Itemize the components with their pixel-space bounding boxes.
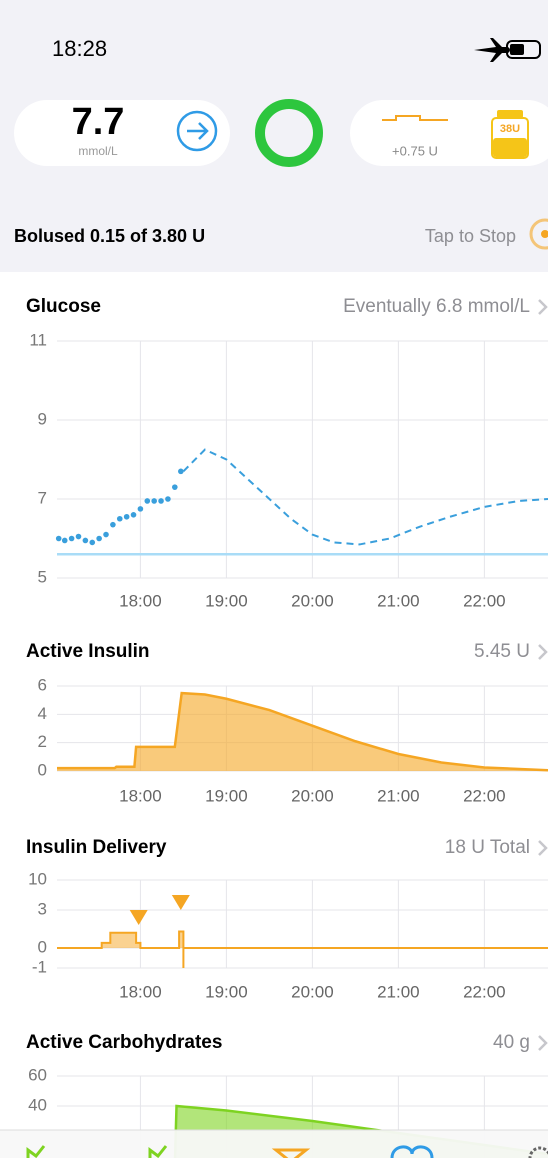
glucose-point <box>103 531 109 538</box>
y-tick-label: 60 <box>28 1065 47 1084</box>
chevron <box>538 299 548 315</box>
chart-summary: 18 U Total <box>445 837 530 858</box>
airplane-icon <box>474 38 510 62</box>
y-tick-label: 11 <box>29 330 47 349</box>
tab-carbs[interactable] <box>26 1145 46 1158</box>
y-tick-label: 40 <box>28 1095 47 1114</box>
glucose-point <box>178 468 184 475</box>
y-tick-label: 9 <box>38 409 47 428</box>
y-tick-label: 5 <box>38 567 47 586</box>
status-time: 18:28 <box>52 36 107 61</box>
glucose-point <box>144 498 151 504</box>
glucose-unit: mmol/L <box>78 144 118 158</box>
glucose-value: 7.7 <box>72 101 125 143</box>
x-tick-label: 21:00 <box>377 591 420 610</box>
y-tick-label: 2 <box>38 732 47 751</box>
x-tick-label: 18:00 <box>119 786 162 805</box>
glucose-point <box>75 533 82 540</box>
glucose-point <box>89 539 96 546</box>
tab-bolus[interactable] <box>271 1148 311 1158</box>
glucose-point <box>116 515 123 522</box>
x-tick-label: 20:00 <box>291 982 334 1001</box>
basal-glyph <box>382 115 448 121</box>
tab-bar <box>0 1130 548 1158</box>
y-tick-label: 10 <box>28 869 47 888</box>
y-tick-label: 7 <box>38 488 47 507</box>
area-line <box>57 691 548 772</box>
x-tick-label: 22:00 <box>463 982 506 1001</box>
chart-title: Insulin Delivery <box>26 837 167 858</box>
x-tick-label: 19:00 <box>205 591 248 610</box>
x-tick-label: 19:00 <box>205 786 248 805</box>
glucose-point <box>123 513 130 520</box>
chart-title: Active Insulin <box>26 641 150 662</box>
bolus-ring <box>529 218 548 250</box>
chevron <box>538 1035 548 1051</box>
x-tick-label: 20:00 <box>291 786 334 805</box>
stop-bolus[interactable]: Tap to Stop <box>425 226 516 246</box>
chart-title: Glucose <box>26 296 101 317</box>
glucose-point <box>158 498 164 504</box>
tab-workout[interactable] <box>390 1145 434 1158</box>
glucose-point <box>130 512 137 518</box>
bolus-marker <box>171 895 190 910</box>
x-tick-label: 21:00 <box>377 786 420 805</box>
reservoir-level: 38U <box>500 123 520 135</box>
bolus-dot <box>541 230 548 238</box>
x-tick-label: 20:00 <box>291 591 334 610</box>
y-tick-label: 6 <box>38 675 47 694</box>
tab-carbs-ate[interactable] <box>148 1145 168 1158</box>
y-tick-label: 4 <box>38 704 47 723</box>
y-tick-label: 0 <box>38 937 47 956</box>
x-tick-label: 18:00 <box>119 591 162 610</box>
glucose-point <box>110 521 116 528</box>
glucose-point <box>151 498 157 504</box>
x-tick-label: 21:00 <box>377 982 420 1001</box>
glucose-point <box>55 535 62 542</box>
basal-rate: +0.75 U <box>392 143 438 158</box>
chart-summary: Eventually 6.8 mmol/L <box>343 296 530 317</box>
bolus-marker <box>129 910 148 925</box>
y-tick-label: -1 <box>32 957 47 976</box>
battery-icon <box>506 40 541 59</box>
glucose-point <box>172 484 178 490</box>
glucose-point <box>61 537 68 544</box>
tab-settings[interactable] <box>528 1146 548 1158</box>
x-tick-label: 19:00 <box>205 982 248 1001</box>
glucose-point <box>68 535 75 542</box>
chevron <box>538 840 548 856</box>
chart-title: Active Carbohydrates <box>26 1032 222 1053</box>
x-tick-label: 18:00 <box>119 982 162 1001</box>
bolus-progress: Bolused 0.15 of 3.80 U <box>14 226 205 246</box>
loop-status[interactable] <box>255 99 323 167</box>
prediction-line <box>182 448 548 546</box>
reservoir-cap <box>497 110 523 118</box>
battery-level <box>510 44 524 55</box>
chart-summary: 40 g <box>493 1032 530 1053</box>
reservoir-fill <box>493 138 527 157</box>
glucose-pill[interactable] <box>14 100 230 166</box>
y-tick-label: 3 <box>38 899 47 918</box>
delivery-line <box>57 930 548 968</box>
glucose-point <box>165 496 171 502</box>
x-tick-label: 22:00 <box>463 591 506 610</box>
y-tick-label: 0 <box>38 760 47 779</box>
trend-arrow <box>187 122 209 140</box>
chevron <box>538 644 548 660</box>
glucose-point <box>137 506 144 512</box>
x-tick-label: 22:00 <box>463 786 506 805</box>
trend-icon <box>176 110 218 152</box>
chart-summary: 5.45 U <box>474 641 530 662</box>
glucose-point <box>82 537 89 544</box>
glucose-point <box>96 535 102 542</box>
